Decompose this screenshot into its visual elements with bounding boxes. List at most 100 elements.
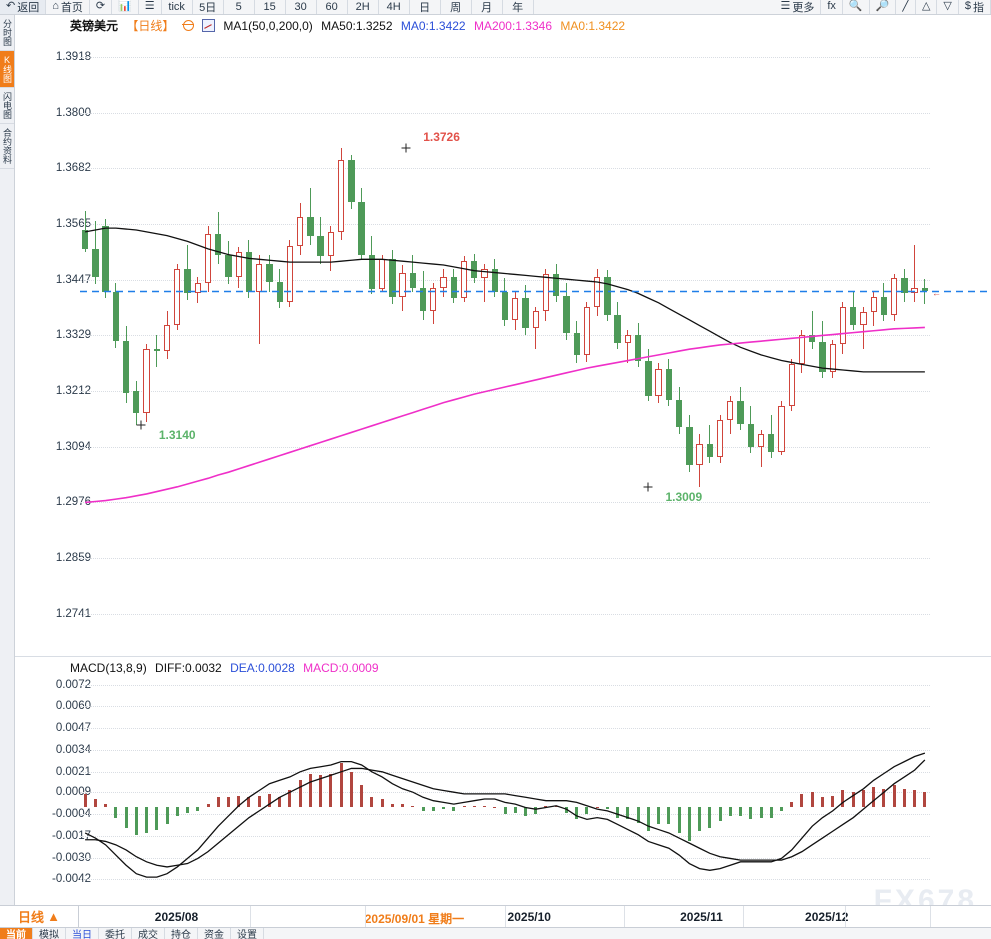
macd-histogram-bar	[892, 785, 896, 808]
price-tick-label: 1.3682	[55, 162, 91, 175]
zoom-in-icon: 🔎	[875, 0, 890, 12]
x-axis-label: 2025/10	[507, 910, 551, 924]
x-axis[interactable]: 日线 ▲ 2025/08 2025/09/01 星期一 2025/10 2025/11…	[0, 905, 991, 927]
candle-body	[225, 254, 232, 278]
status-cell-资金[interactable]: 资金	[198, 928, 231, 939]
macd-histogram-bar	[841, 790, 845, 808]
sidebar-item-lightning[interactable]: 闪电图	[0, 88, 14, 124]
timeframe-2h[interactable]: 2H	[347, 0, 379, 14]
sidebar-item-contract-info[interactable]: 合约资料	[0, 124, 14, 169]
candlestick	[153, 15, 160, 656]
download-button[interactable]: ▽	[937, 0, 959, 14]
timeframe-5[interactable]: 5	[223, 0, 255, 14]
timeframe-4h[interactable]: 4H	[378, 0, 410, 14]
macd-tick-label: -0.0017	[51, 830, 91, 843]
candlestick	[399, 15, 406, 656]
timeframe-5d[interactable]: 5日	[192, 0, 224, 14]
timeframe-15[interactable]: 15	[254, 0, 286, 14]
timeframe-30[interactable]: 30	[285, 0, 317, 14]
candlestick	[501, 15, 509, 656]
price-plot-area[interactable]: 1.3726 1.3140 1.3009 ←	[80, 15, 988, 656]
more-button[interactable]: ☰ 更多	[774, 0, 822, 14]
macd-histogram-bar	[831, 795, 835, 808]
price-tick-label: 1.3212	[55, 384, 91, 397]
macd-dea: DEA:0.0028	[230, 661, 295, 675]
macd-histogram-bar	[298, 780, 302, 808]
candlestick	[133, 15, 140, 656]
macd-histogram-bar	[718, 807, 722, 822]
indicator-thumb-icon[interactable]	[202, 19, 216, 32]
macd-plot-area[interactable]	[80, 657, 930, 906]
macd-grid-line	[80, 727, 930, 729]
status-cell-当日[interactable]: 当日	[66, 928, 99, 939]
price-tick-label: 1.2976	[55, 496, 91, 509]
candlestick	[778, 15, 785, 656]
macd-tick-label: 0.0034	[55, 743, 91, 756]
sidebar-item-timeshare[interactable]: 分时图	[0, 15, 14, 51]
refresh-icon: ⟳	[95, 0, 106, 12]
zoom-in-button[interactable]: 🔎	[869, 0, 897, 14]
candlestick	[225, 15, 232, 656]
macd-histogram-bar	[636, 807, 640, 823]
macd-histogram-bar	[216, 797, 220, 808]
candlestick	[471, 15, 478, 656]
status-cell-成交[interactable]: 成交	[132, 928, 165, 939]
sidebar-item-kline[interactable]: K线图	[0, 51, 14, 88]
timeframe-week[interactable]: 周	[440, 0, 472, 14]
candle-body	[747, 423, 754, 447]
candle-body	[645, 360, 652, 396]
draw-line-button[interactable]: ╱	[896, 0, 916, 14]
macd-histogram-bar	[708, 807, 712, 828]
status-cell-设置[interactable]: 设置	[231, 928, 264, 939]
timeframe-day[interactable]: 日	[409, 0, 441, 14]
timeframe-tick[interactable]: tick	[161, 0, 193, 14]
macd-grid-line	[80, 749, 930, 751]
macd-histogram-bar	[339, 763, 343, 808]
timeframe-year[interactable]: 年	[502, 0, 534, 14]
macd-histogram-bar	[861, 790, 865, 808]
status-cell-模拟[interactable]: 模拟	[33, 928, 66, 939]
candlestick	[297, 15, 304, 656]
bar-chart-button[interactable]: 📊	[112, 0, 139, 14]
grid-line	[80, 56, 930, 58]
macd-tick-label: 0.0009	[55, 786, 91, 799]
macd-histogram-bar	[93, 798, 97, 808]
macd-axis-labels[interactable]: 0.0072 0.0060 0.0047 0.0034 0.0021 0.0009 -0.0…	[15, 657, 95, 906]
macd-histogram-bar	[820, 797, 824, 808]
macd-histogram-bar	[155, 807, 159, 830]
macd-histogram-bar	[564, 807, 568, 813]
candlestick	[553, 15, 560, 656]
timeframe-60[interactable]: 60	[316, 0, 348, 14]
macd-pane[interactable]: MACD(13,8,9) DIFF:0.0032 DEA:0.0028 MACD…	[15, 656, 991, 906]
home-button[interactable]: ⌂ 首页	[46, 0, 90, 14]
status-cell-当前[interactable]: 当前	[0, 928, 33, 939]
price-axis-labels[interactable]: 1.3918 1.3800 1.3682 1.3565 1.3447 1.3329 1.32…	[15, 15, 95, 656]
macd-histogram-bar	[790, 802, 794, 808]
candle-body	[133, 390, 140, 413]
macd-tick-label: -0.0030	[51, 852, 91, 865]
candlestick	[358, 15, 365, 656]
candlestick	[686, 15, 693, 656]
status-cell-持仓[interactable]: 持仓	[165, 928, 198, 939]
macd-histogram-bar	[923, 792, 927, 808]
price-mode-button[interactable]: $ 指	[958, 0, 991, 14]
timeframe-month[interactable]: 月	[471, 0, 503, 14]
candle-body	[122, 340, 130, 393]
zoom-out-button[interactable]: 🔍	[842, 0, 870, 14]
macd-histogram-bar	[114, 807, 118, 818]
back-button[interactable]: ↶ 返回	[0, 0, 47, 14]
settings-circle-icon[interactable]	[181, 20, 194, 31]
macd-histogram-bar	[349, 771, 353, 808]
triangle-tool-button[interactable]: △	[915, 0, 938, 14]
period-tab[interactable]: 日线 ▲	[0, 906, 79, 927]
fx-button[interactable]: fx	[821, 0, 843, 14]
refresh-button[interactable]: ⟳	[89, 0, 113, 14]
candle-body	[358, 201, 365, 255]
price-chart-pane[interactable]: 英镑美元 【日线】 MA1(50,0,200,0) MA50:1.3252 MA…	[15, 15, 991, 656]
candlestick	[880, 15, 888, 656]
indicator-button[interactable]: ☰	[138, 0, 162, 14]
macd-histogram-bar	[462, 805, 466, 808]
candlestick	[440, 15, 447, 656]
status-cell-委托[interactable]: 委托	[99, 928, 132, 939]
